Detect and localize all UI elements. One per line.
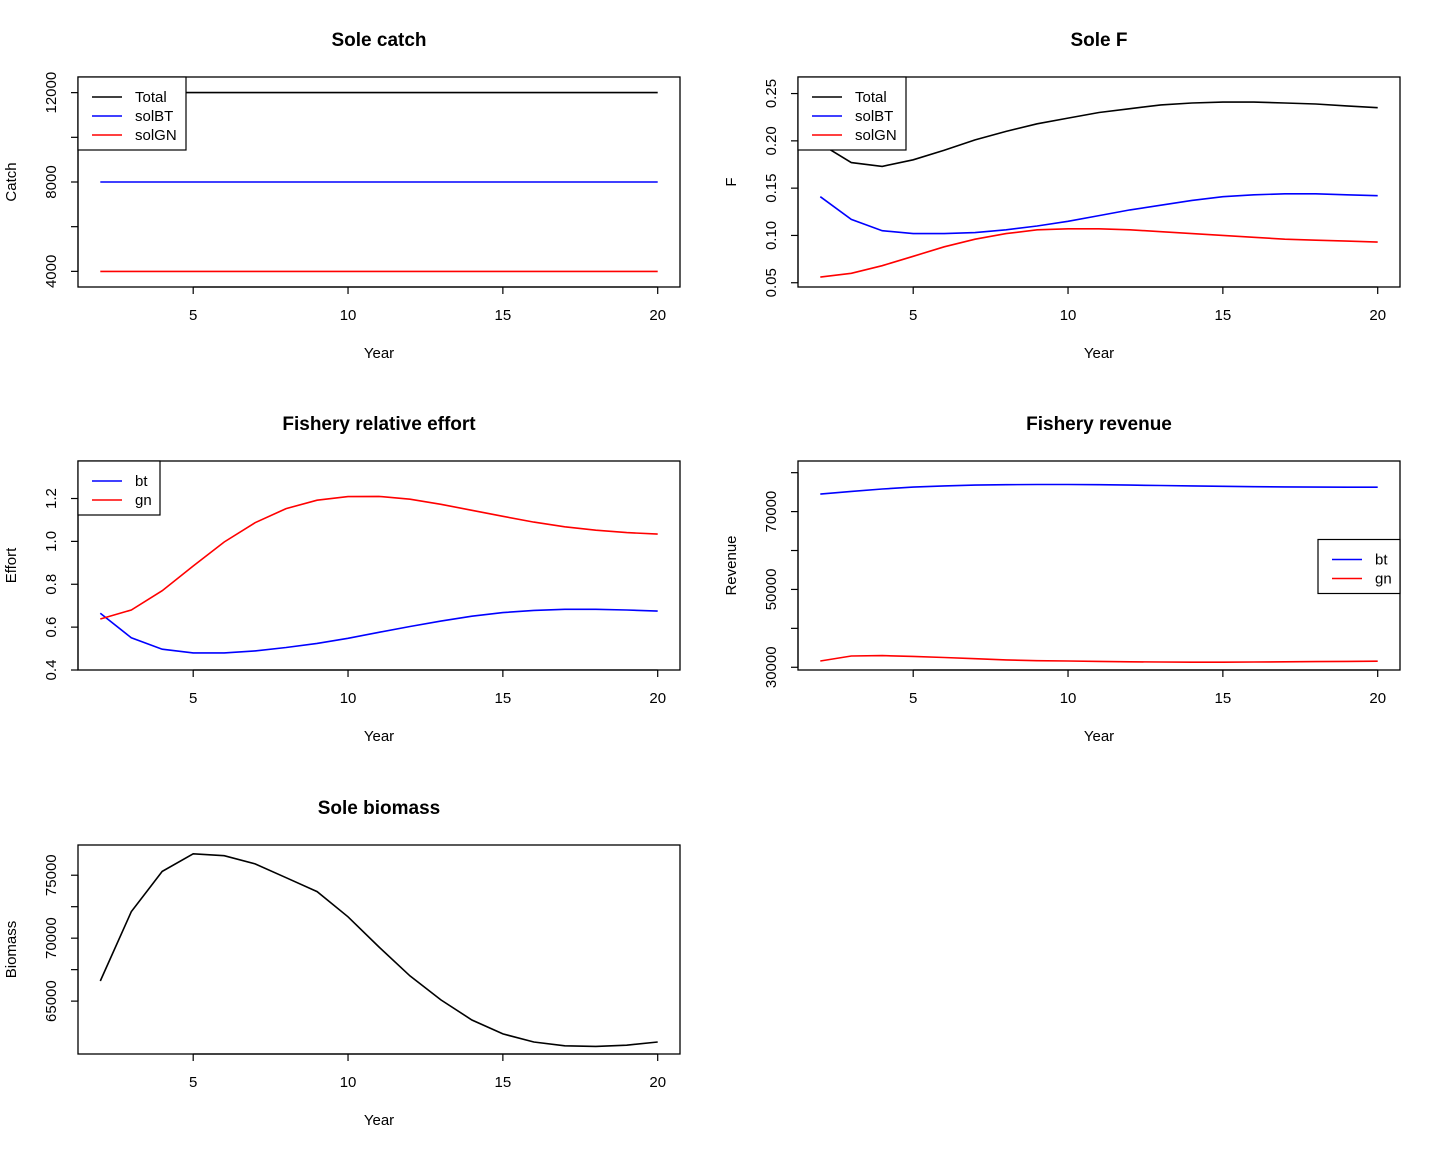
- legend-label: solGN: [855, 127, 897, 144]
- legend: bt gn: [77, 460, 161, 516]
- series-line-solgn: [820, 228, 1378, 278]
- series-line-bt: [820, 483, 1378, 495]
- y-tick-label: 1.2: [43, 488, 60, 509]
- y-tick-label: 0.20: [763, 126, 780, 155]
- legend-label: gn: [1375, 571, 1392, 588]
- legend-box: [797, 76, 907, 151]
- x-tick-label: 10: [340, 307, 357, 324]
- chart-panel-5: Sole biomass 5 10 15 20 65000 70000 75000 Year Bi…: [3, 798, 681, 1129]
- x-tick-label: 5: [189, 690, 197, 707]
- x-axis-label: Year: [1084, 345, 1114, 362]
- chart-title: Sole F: [1070, 30, 1127, 51]
- series-line-biomass: [99, 852, 658, 1048]
- legend-label: Total: [135, 89, 167, 106]
- x-tick-label: 20: [1369, 307, 1386, 324]
- y-tick-label: 0.8: [43, 574, 60, 595]
- x-tick-label: 15: [1215, 690, 1232, 707]
- chart-title: Fishery relative effort: [282, 414, 476, 435]
- plot-box: [77, 844, 681, 1055]
- x-tick-label: 5: [909, 307, 917, 324]
- series-line-solbt: [819, 193, 1378, 235]
- legend: Total solBT solGN: [797, 76, 907, 151]
- x-tick-label: 5: [189, 307, 197, 324]
- y-tick-label: 30000: [763, 646, 780, 688]
- y-tick-label: 1.0: [43, 531, 60, 552]
- x-tick-label: 20: [649, 690, 666, 707]
- x-axis-label: Year: [364, 1112, 394, 1129]
- legend-label: bt: [1375, 552, 1388, 569]
- legend-label: gn: [135, 492, 152, 509]
- x-tick-label: 20: [1369, 690, 1386, 707]
- legend-label: bt: [135, 473, 148, 490]
- y-tick-label: 4000: [43, 255, 60, 288]
- legend-box: [77, 460, 161, 516]
- x-tick-label: 15: [495, 307, 512, 324]
- plot-box: [797, 460, 1401, 671]
- chart-title: Sole biomass: [318, 798, 441, 819]
- x-tick-label: 10: [1060, 307, 1077, 324]
- y-tick-label: 12000: [43, 72, 60, 114]
- legend-box: [1317, 538, 1401, 595]
- y-tick-label: 8000: [43, 165, 60, 198]
- y-tick-label: 50000: [763, 569, 780, 611]
- legend-box: [77, 76, 187, 151]
- y-tick-label: 0.15: [763, 174, 780, 203]
- y-axis-label: Effort: [3, 547, 20, 583]
- series-line-gn: [100, 495, 658, 620]
- y-tick-label: 0.10: [763, 221, 780, 250]
- x-tick-label: 15: [495, 690, 512, 707]
- x-axis-label: Year: [364, 345, 394, 362]
- x-tick-label: 15: [495, 1074, 512, 1091]
- x-tick-label: 15: [1215, 307, 1232, 324]
- y-tick-label: 0.4: [43, 660, 60, 681]
- chart-panel-4: Fishery revenue 5 10 15 20 30000 50000 70000 Yea…: [723, 414, 1401, 745]
- y-axis-label: Biomass: [3, 921, 20, 979]
- x-tick-label: 20: [649, 307, 666, 324]
- chart-title: Fishery revenue: [1026, 414, 1172, 435]
- y-tick-label: 75000: [43, 854, 60, 896]
- legend-label: solGN: [135, 127, 177, 144]
- y-axis-label: Catch: [3, 162, 20, 201]
- x-tick-label: 5: [189, 1074, 197, 1091]
- series-line-bt: [99, 608, 658, 654]
- y-tick-label: 0.25: [763, 79, 780, 108]
- chart-title: Sole catch: [331, 30, 426, 51]
- legend: bt gn: [1317, 538, 1401, 595]
- x-tick-label: 20: [649, 1074, 666, 1091]
- plot-box: [77, 460, 681, 671]
- legend-label: solBT: [855, 108, 893, 125]
- x-tick-label: 10: [340, 1074, 357, 1091]
- legend-label: solBT: [135, 108, 173, 125]
- series-line-total: [819, 101, 1378, 168]
- x-tick-label: 10: [340, 690, 357, 707]
- chart-panel-1: Sole catch 5 10 15 20 4000 8000 12000 Year Catch T…: [3, 30, 681, 362]
- y-axis-label: F: [723, 177, 740, 186]
- series-line-gn: [820, 654, 1378, 664]
- y-axis-label: Revenue: [723, 535, 740, 595]
- legend-label: Total: [855, 89, 887, 106]
- y-tick-label: 0.05: [763, 268, 780, 297]
- y-tick-label: 0.6: [43, 617, 60, 638]
- y-tick-label: 70000: [43, 917, 60, 959]
- legend: Total solBT solGN: [77, 76, 187, 151]
- chart-panel-2: Sole F 5 10 15 20 0.05 0.10 0.15 0.20 0.25 Year F To…: [723, 30, 1401, 362]
- y-tick-label: 70000: [763, 491, 780, 533]
- x-tick-label: 10: [1060, 690, 1077, 707]
- x-tick-label: 5: [909, 690, 917, 707]
- chart-panel-3: Fishery relative effort 5 10 15 20 0.4 0.6 0.8 1…: [3, 414, 681, 745]
- y-tick-label: 65000: [43, 980, 60, 1022]
- x-axis-label: Year: [1084, 728, 1114, 745]
- x-axis-label: Year: [364, 728, 394, 745]
